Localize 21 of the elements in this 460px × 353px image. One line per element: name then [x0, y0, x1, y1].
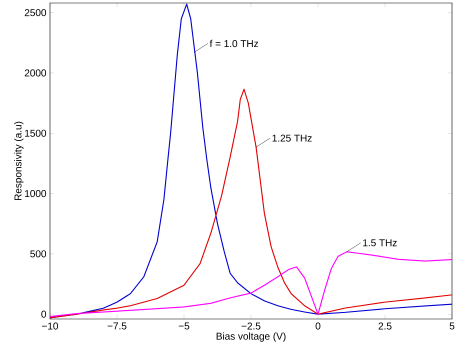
annotation: f = 1.0 THz	[210, 40, 258, 48]
annotation: 1.5 THz	[363, 239, 397, 246]
y-tick-label: 0	[41, 310, 46, 318]
x-axis-title: Bias voltage (V)	[216, 332, 286, 342]
y-tick-label: 500	[30, 250, 46, 258]
x-tick-label: −7.5	[108, 322, 126, 330]
line-series	[50, 4, 452, 318]
y-tick-label: 2000	[24, 69, 46, 76]
x-tick-label: 0	[316, 322, 320, 330]
y-axis-title: Responsivity (a.u)	[14, 122, 24, 200]
x-tick-label: −5	[178, 322, 190, 330]
y-tick-label: 1500	[25, 130, 46, 137]
x-tick-label: 2.5	[378, 322, 392, 330]
line-series	[50, 88, 452, 318]
x-tick-label: 5	[450, 322, 454, 330]
line-series	[50, 251, 452, 318]
x-tick-label: −2.5	[242, 322, 260, 330]
x-tick-label: −10	[42, 322, 58, 330]
y-tick-label: 1000	[25, 190, 46, 198]
annotation: 1.25 THz	[272, 134, 312, 142]
y-tick-label: 2500	[24, 9, 46, 16]
